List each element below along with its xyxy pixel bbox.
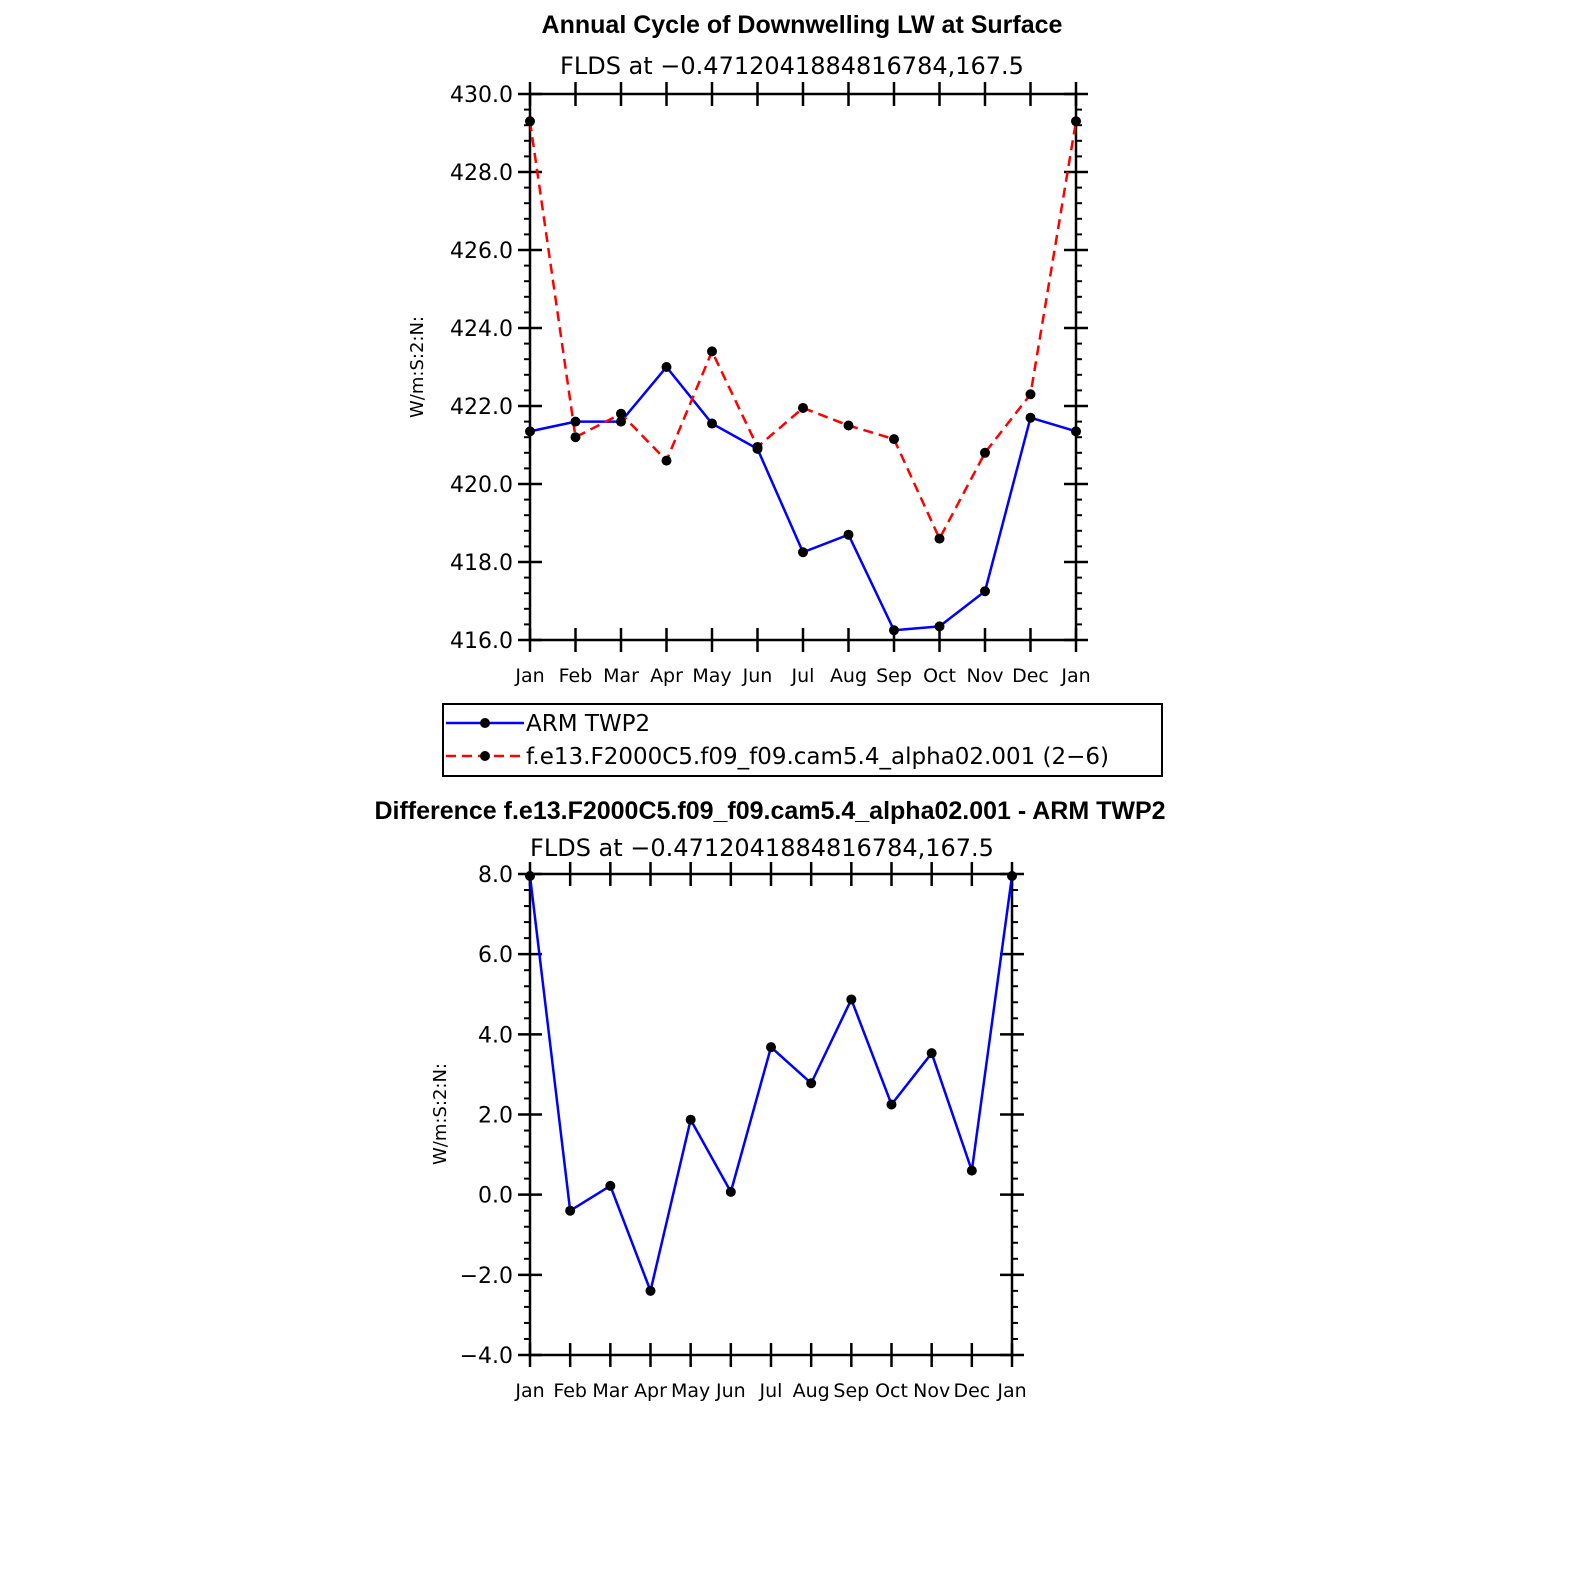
series-0-point [1025, 412, 1036, 423]
series-1-point [752, 441, 763, 452]
series-line-1 [528, 121, 1078, 540]
chart2-subtitle: FLDS at −0.4712041884816784,167.5 [530, 834, 994, 862]
x-tick-label: Nov [966, 665, 1003, 687]
series-0-point [934, 621, 945, 632]
series-0-point [926, 1048, 937, 1059]
y-tick-label: 422.0 [450, 395, 513, 420]
x-tick-label: Sep [876, 665, 912, 687]
series-1-point [843, 420, 854, 431]
x-tick-label: May [671, 1380, 710, 1402]
series-0-point [645, 1285, 656, 1296]
x-tick-label: Nov [913, 1380, 950, 1402]
x-tick-label: Feb [559, 665, 593, 687]
legend-label-arm: ARM TWP2 [526, 711, 650, 737]
legend: ARM TWP2 f.e13.F2000C5.f09_f09.cam5.4_al… [442, 703, 1163, 777]
y-tick-label: 8.0 [478, 863, 513, 888]
y-tick-label: 418.0 [450, 551, 513, 576]
x-tick-label: Oct [923, 665, 956, 687]
y-tick-label: −4.0 [460, 1344, 513, 1369]
x-tick-label: Jan [1060, 665, 1090, 687]
x-tick-label: Jan [514, 1380, 544, 1402]
x-tick-label: Jun [715, 1380, 746, 1402]
annual-cycle-chart: Annual Cycle of Downwelling LW at Surfac… [407, 11, 1091, 687]
y-tick-label: 426.0 [450, 239, 513, 264]
legend-label-model: f.e13.F2000C5.f09_f09.cam5.4_alpha02.001… [526, 744, 1109, 770]
plot-frame [528, 872, 1014, 1357]
series-line-0 [528, 875, 1014, 1293]
series-1-point [616, 408, 626, 419]
y-tick-label: 0.0 [478, 1184, 513, 1209]
series-1-point [1071, 116, 1081, 127]
series-1-point [525, 116, 535, 127]
y-tick-label: 420.0 [450, 473, 513, 498]
legend-marker-arm [480, 718, 490, 728]
series-0-point [1007, 871, 1017, 882]
x-tick-label: Mar [592, 1380, 628, 1402]
x-tick-label: Jul [791, 665, 815, 687]
x-tick-label: Aug [830, 665, 867, 687]
series-0-point [685, 1114, 696, 1125]
series-0-point [570, 416, 581, 427]
series-0-point [798, 547, 808, 558]
series-0-point [889, 625, 899, 636]
y-tick-label: −2.0 [460, 1264, 513, 1289]
y-tick-label: 2.0 [478, 1104, 513, 1129]
x-tick-label: Jul [759, 1380, 783, 1402]
series-0-point [846, 994, 857, 1005]
series-0-point [966, 1165, 977, 1176]
chart1-ylabel: W/m:S:2:N: [407, 316, 428, 418]
series-0-point [886, 1099, 897, 1110]
series-1-point [707, 346, 717, 357]
chart2-title: Difference f.e13.F2000C5.f09_f09.cam5.4_… [374, 797, 1165, 825]
series-0-point [980, 586, 990, 597]
y-tick-label: 428.0 [450, 161, 513, 186]
legend-box [442, 703, 1163, 777]
series-0-point [1071, 426, 1081, 437]
series-1-point [798, 402, 808, 413]
series-0-point [843, 529, 854, 540]
x-tick-label: Apr [634, 1380, 667, 1402]
x-tick-label: Mar [603, 665, 639, 687]
series-0-point [707, 418, 717, 429]
chart1-title: Annual Cycle of Downwelling LW at Surfac… [542, 11, 1063, 39]
series-0-point [605, 1180, 616, 1191]
series-1-point [980, 447, 990, 458]
x-tick-label: Jan [996, 1380, 1026, 1402]
series-1-point [661, 455, 672, 466]
x-tick-label: Feb [553, 1380, 587, 1402]
y-tick-label: 430.0 [450, 83, 513, 108]
x-tick-label: Oct [875, 1380, 908, 1402]
x-tick-label: Dec [1012, 665, 1049, 687]
chart1-subtitle: FLDS at −0.4712041884816784,167.5 [560, 52, 1024, 80]
difference-chart: Difference f.e13.F2000C5.f09_f09.cam5.4_… [374, 797, 1165, 1402]
series-1-point [889, 434, 899, 445]
series-0-point [766, 1042, 776, 1053]
series-0-point [525, 426, 535, 437]
y-tick-label: 424.0 [450, 317, 513, 342]
x-tick-label: Jan [514, 665, 544, 687]
series-1-point [934, 533, 945, 544]
series-1-point [1025, 389, 1036, 400]
series-0-point [565, 1205, 576, 1216]
x-tick-label: Jun [742, 665, 773, 687]
series-0-point [616, 416, 626, 427]
series-0-point [661, 362, 672, 372]
series-0-point [525, 871, 535, 882]
x-tick-label: Apr [650, 665, 683, 687]
y-tick-label: 416.0 [450, 629, 513, 654]
y-tick-label: 6.0 [478, 943, 513, 968]
legend-marker-model [480, 751, 490, 761]
series-1-point [570, 432, 581, 443]
x-tick-label: Dec [953, 1380, 990, 1402]
chart2-ylabel: W/m:S:2:N: [430, 1063, 451, 1165]
y-tick-label: 4.0 [478, 1023, 513, 1048]
x-tick-label: Sep [833, 1380, 869, 1402]
x-tick-label: May [692, 665, 731, 687]
series-0-point [725, 1186, 736, 1197]
series-0-point [806, 1078, 817, 1089]
x-tick-label: Aug [793, 1380, 830, 1402]
